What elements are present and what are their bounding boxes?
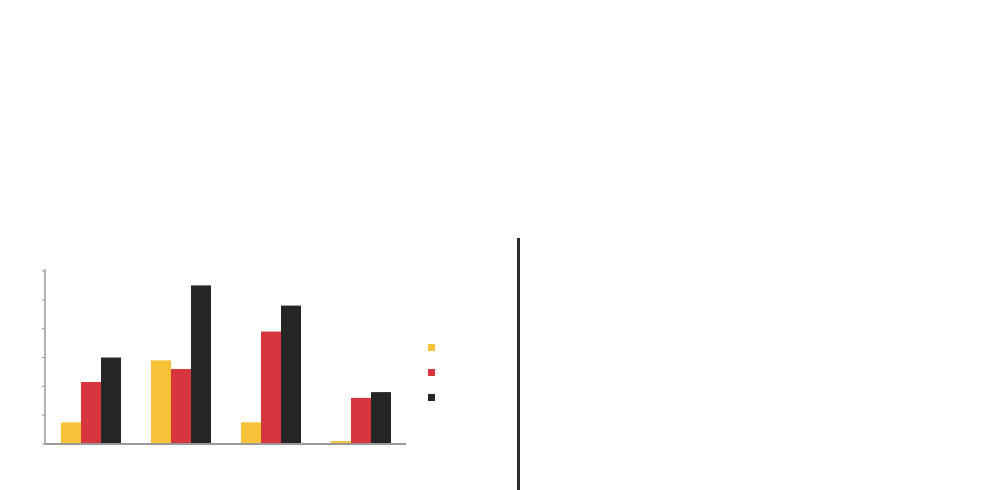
bar	[81, 382, 101, 444]
panel-divider	[517, 238, 520, 490]
bar	[171, 369, 191, 444]
bar	[371, 392, 391, 444]
bar	[151, 360, 171, 444]
bar	[191, 285, 211, 444]
bar-chart	[42, 269, 435, 445]
legend-swatch	[428, 369, 435, 376]
bars	[61, 285, 391, 444]
bar	[241, 422, 261, 444]
legend	[428, 344, 435, 401]
legend-swatch	[428, 344, 435, 351]
bar	[331, 441, 351, 444]
chart-panel	[0, 238, 518, 490]
bar	[351, 397, 371, 444]
bar	[281, 305, 301, 444]
legend-swatch	[428, 394, 435, 401]
bar	[261, 331, 281, 444]
bar	[61, 422, 81, 444]
bar	[101, 357, 121, 444]
y-axis	[42, 269, 46, 445]
